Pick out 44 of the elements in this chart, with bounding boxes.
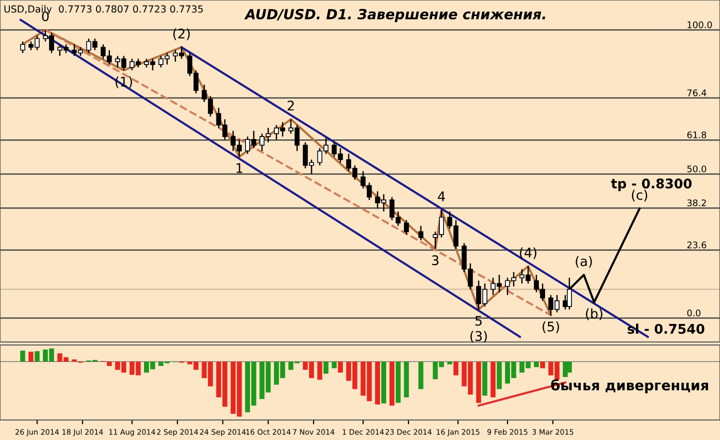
bar xyxy=(476,362,482,403)
bar xyxy=(323,362,328,374)
bar xyxy=(338,362,343,373)
bar xyxy=(534,362,539,368)
bar xyxy=(540,362,546,368)
annotation: (4) xyxy=(520,247,536,260)
bar xyxy=(28,352,34,362)
annotation: 4 xyxy=(438,192,445,202)
y-tick-label: 76.4 xyxy=(687,89,706,96)
text: AUD/USD. D1. Завершение снижения. xyxy=(244,8,546,22)
annotation: (c) xyxy=(632,190,648,202)
bar xyxy=(34,351,40,362)
bar xyxy=(106,362,112,366)
bar xyxy=(396,362,401,403)
bar xyxy=(20,350,26,362)
y-tick-label: 100.0 xyxy=(688,21,712,28)
bar xyxy=(490,362,496,398)
bar xyxy=(482,362,488,396)
annotation: 1 xyxy=(236,163,242,173)
bar xyxy=(390,362,394,406)
bar xyxy=(418,362,424,390)
annotation: (3) xyxy=(470,330,487,343)
y-tick-label: 0.0 xyxy=(687,310,700,316)
bar xyxy=(566,362,572,373)
annotation: (2) xyxy=(173,28,190,40)
annotation: (5) xyxy=(542,321,560,334)
annotation: 5 xyxy=(475,316,482,326)
bar xyxy=(381,362,386,404)
bar xyxy=(447,362,452,364)
annotation: 3 xyxy=(432,255,438,266)
bar xyxy=(332,362,337,368)
y-tick-label: 23.6 xyxy=(687,242,706,248)
annotation: (a) xyxy=(576,256,592,268)
annotation: 2 xyxy=(288,100,294,110)
bar xyxy=(453,362,458,376)
bar xyxy=(375,362,380,404)
bar xyxy=(496,362,502,390)
bar xyxy=(404,362,409,398)
annotation: бычья дивергенция xyxy=(551,379,708,394)
y-tick-label: 50.0 xyxy=(687,165,706,172)
y-tick-label: 61.8 xyxy=(687,131,706,138)
bar xyxy=(317,362,322,380)
annotation: (b) xyxy=(586,308,602,320)
y-tick-label: 38.2 xyxy=(687,199,706,206)
